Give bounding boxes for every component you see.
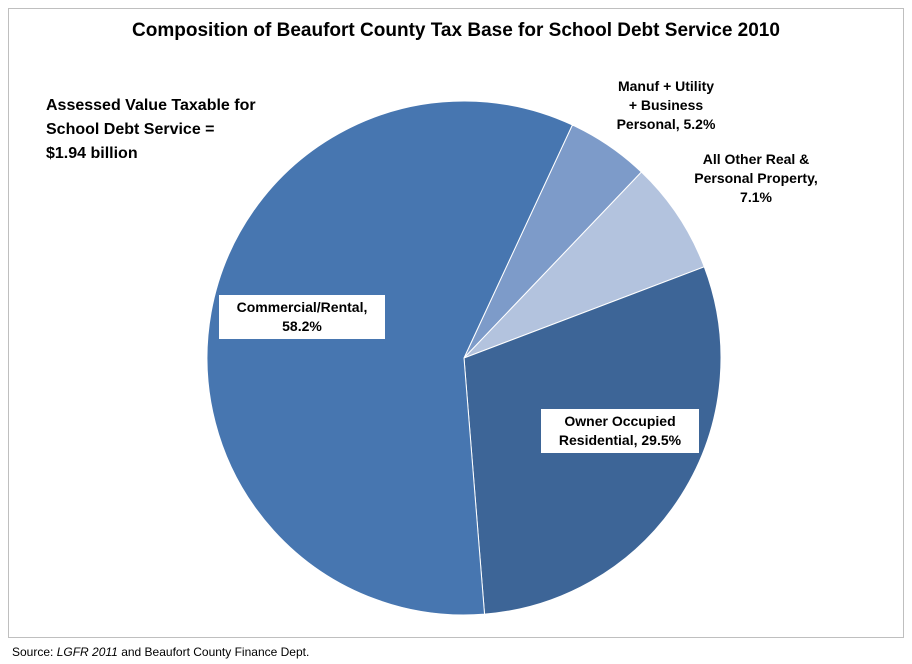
source-note: Source: LGFR 2011 and Beaufort County Fi… (12, 645, 309, 659)
assessed-value-note: Assessed Value Taxable for School Debt S… (46, 97, 256, 162)
slice-label-owner-occupied: Owner Occupied Residential, 29.5% (541, 409, 699, 453)
slice-label-other: All Other Real & Personal Property, 7.1% (694, 151, 818, 205)
source-suffix: and Beaufort County Finance Dept. (117, 645, 310, 659)
slice-commercial (206, 100, 574, 616)
slice-label-manuf: Manuf + Utility + Business Personal, 5.2… (616, 78, 716, 132)
source-italic: LGFR 2011 (56, 645, 118, 659)
slice-other (463, 171, 705, 359)
source-prefix: Source: (12, 645, 57, 659)
slice-label-commercial: Commercial/Rental, 58.2% (219, 295, 385, 339)
chart-title: Composition of Beaufort County Tax Base … (132, 20, 780, 41)
chart-frame (8, 8, 904, 638)
